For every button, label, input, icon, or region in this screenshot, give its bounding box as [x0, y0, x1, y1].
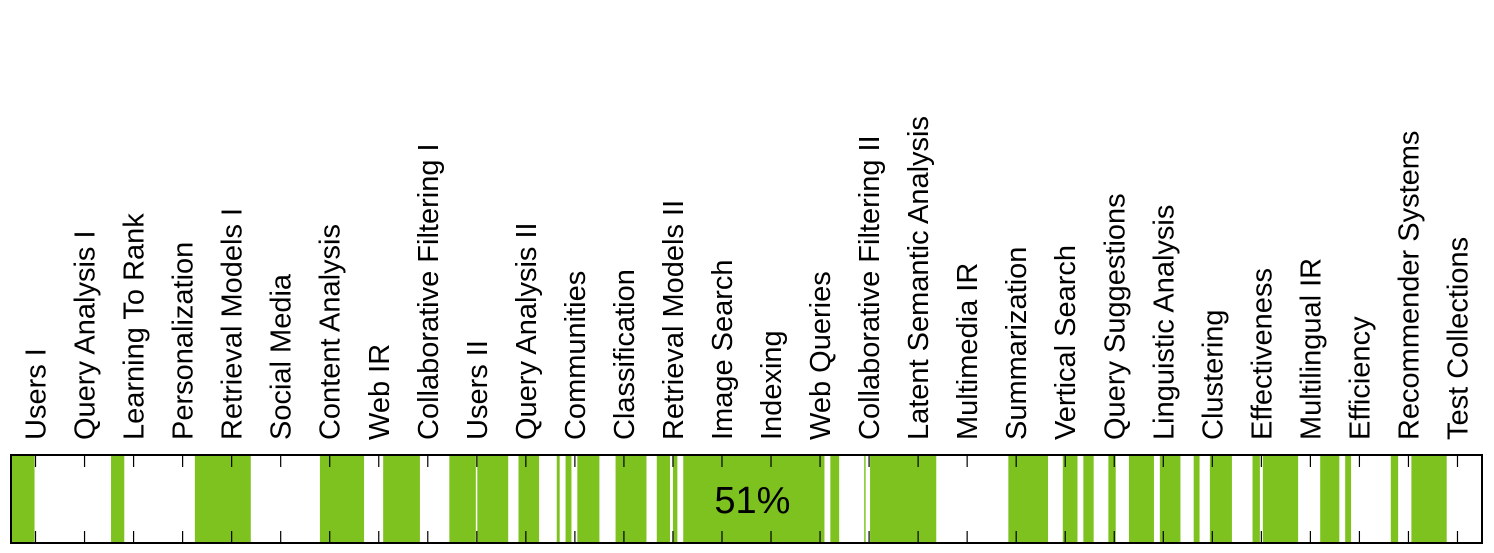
category-label: Recommender Systems	[1393, 131, 1425, 440]
coverage-segment	[518, 455, 540, 543]
coverage-segment	[615, 455, 647, 543]
coverage-segment	[111, 455, 125, 543]
coverage-segment	[11, 455, 35, 543]
category-label: Collaborative Filtering I	[413, 143, 445, 440]
category-label: Vertical Search	[1050, 245, 1082, 440]
coverage-bar: 51%	[10, 454, 1483, 544]
category-label: Multimedia IR	[952, 263, 984, 440]
category-label: Users I	[21, 348, 53, 440]
coverage-segment	[1390, 455, 1399, 543]
category-label: Latent Semantic Analysis	[903, 116, 935, 440]
coverage-segment	[1062, 455, 1078, 543]
category-label: Retrieval Models I	[217, 208, 249, 440]
category-label: Summarization	[1001, 247, 1033, 440]
category-label: Learning To Rank	[119, 213, 151, 440]
coverage-segment	[1252, 455, 1260, 543]
coverage-segment	[672, 455, 678, 543]
category-label: Test Collections	[1442, 237, 1474, 440]
category-label: Query Analysis I	[70, 230, 102, 440]
category-label: Effectiveness	[1246, 268, 1278, 440]
coverage-segment	[870, 455, 937, 543]
coverage-segment	[477, 455, 509, 543]
category-label: Image Search	[707, 259, 739, 440]
category-label: Linguistic Analysis	[1148, 205, 1180, 440]
category-label: Content Analysis	[315, 224, 347, 440]
category-label: Retrieval Models II	[658, 200, 690, 440]
category-label: Query Suggestions	[1099, 193, 1131, 440]
category-label: Clustering	[1197, 309, 1229, 440]
category-label: Communities	[560, 271, 592, 440]
category-label: Users II	[462, 340, 494, 440]
bar-ticks	[34, 455, 1459, 543]
category-label: Indexing	[756, 330, 788, 440]
coverage-segment	[1209, 455, 1232, 543]
coverage-segment	[1411, 455, 1447, 543]
coverage-segment	[1083, 455, 1094, 543]
coverage-segment	[556, 455, 560, 543]
bar-segments	[11, 455, 1447, 543]
coverage-segment	[1193, 455, 1200, 543]
category-label: Efficiency	[1344, 316, 1376, 440]
coverage-segment	[1108, 455, 1116, 543]
coverage-segment	[1345, 455, 1352, 543]
coverage-segment	[319, 455, 365, 543]
coverage-segment	[656, 455, 671, 543]
coverage-segment	[864, 455, 866, 543]
coverage-segment	[194, 455, 251, 543]
bar-frame	[10, 454, 1483, 544]
category-label: Multilingual IR	[1295, 258, 1327, 440]
coverage-segment	[1159, 455, 1181, 543]
category-label: Web Queries	[805, 271, 837, 440]
category-label: Query Analysis II	[511, 222, 543, 440]
coverage-segment	[577, 455, 600, 543]
category-label: Collaborative Filtering II	[854, 135, 886, 440]
coverage-segment	[1320, 455, 1340, 543]
coverage-segment	[565, 455, 572, 543]
category-labels: Users I Query Analysis I Learning To Rank P…	[21, 116, 1475, 440]
coverage-segment	[1262, 455, 1299, 543]
coverage-segment	[1128, 455, 1154, 543]
category-label: Web IR	[364, 344, 396, 440]
coverage-segment	[449, 455, 476, 543]
category-label: Classification	[609, 269, 641, 440]
coverage-segment	[1008, 455, 1049, 543]
percent-label: 51%	[714, 480, 790, 522]
category-label: Personalization	[168, 242, 200, 440]
category-label: Social Media	[266, 273, 298, 440]
coverage-segment	[683, 455, 825, 543]
coverage-segment	[383, 455, 420, 543]
coverage-segment	[830, 455, 840, 543]
